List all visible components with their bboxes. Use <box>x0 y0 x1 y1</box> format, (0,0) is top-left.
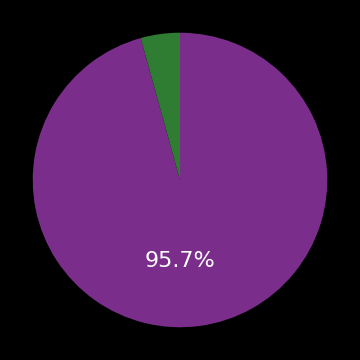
Wedge shape <box>141 33 180 180</box>
Wedge shape <box>33 33 327 327</box>
Text: 95.7%: 95.7% <box>145 251 215 271</box>
